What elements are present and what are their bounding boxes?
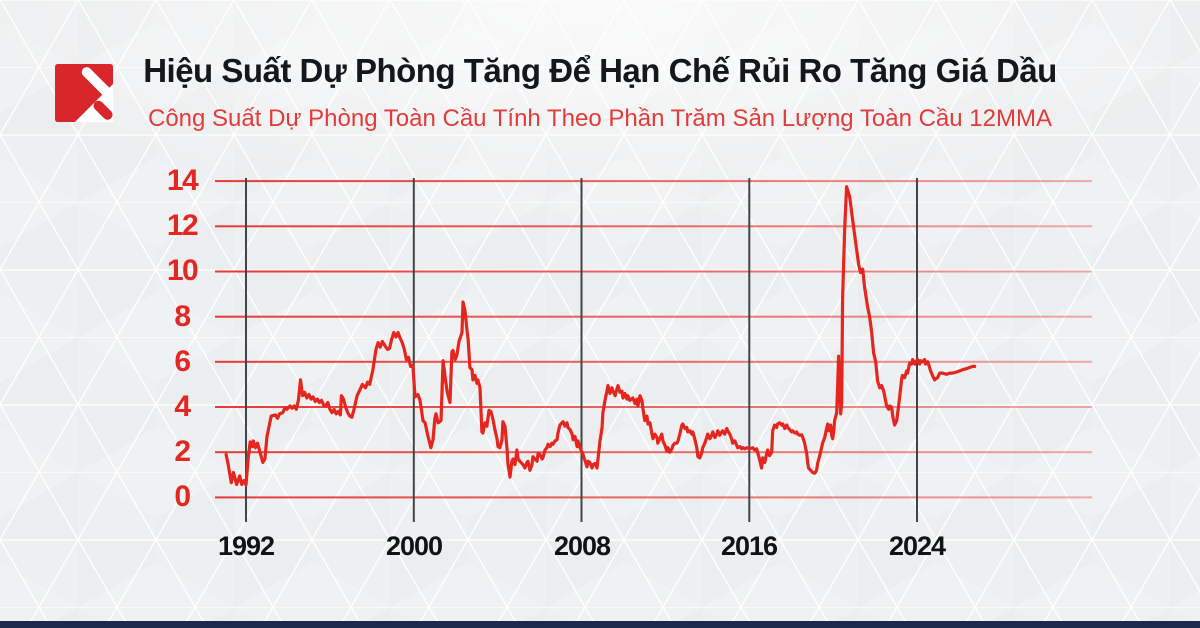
- page-title: Hiệu Suất Dự Phòng Tăng Để Hạn Chế Rủi R…: [143, 52, 1057, 89]
- gridline-8: [215, 315, 1092, 318]
- x-axis-label-2016: 2016: [720, 531, 778, 561]
- y-axis-label-8: 8: [174, 300, 191, 333]
- gridline-2: [215, 451, 1092, 454]
- y-axis-label-2: 2: [174, 435, 191, 468]
- y-axis-label-0: 0: [174, 480, 191, 513]
- x-axis-label-1992: 1992: [217, 531, 275, 561]
- bottom-accent-bar: [0, 621, 1200, 628]
- gridline-0: [215, 496, 1092, 499]
- y-axis-label-12: 12: [166, 209, 199, 242]
- gridline-12: [215, 225, 1092, 228]
- x-axis-label-2008: 2008: [553, 531, 611, 561]
- page-subtitle: Công Suất Dự Phòng Toàn Cầu Tính Theo Ph…: [148, 105, 1052, 132]
- y-axis-label-10: 10: [166, 254, 199, 287]
- year-tick-lines: [245, 178, 918, 522]
- x-axis-label-2024: 2024: [888, 531, 946, 561]
- y-axis-label-14: 14: [166, 164, 199, 197]
- brand-logo: [55, 64, 113, 122]
- gridline-4: [215, 406, 1092, 408]
- data-line: [224, 185, 977, 487]
- y-axis-label-4: 4: [174, 390, 191, 423]
- gridline-6: [215, 360, 1092, 363]
- horizontal-gridlines: [215, 180, 1092, 499]
- y-axis-label-6: 6: [174, 345, 191, 378]
- gridline-14: [215, 180, 1092, 183]
- red-square-double-slash-icon: [55, 64, 113, 122]
- gridline-10: [215, 270, 1092, 273]
- series-line: [224, 185, 977, 487]
- x-axis-label-2000: 2000: [385, 531, 443, 561]
